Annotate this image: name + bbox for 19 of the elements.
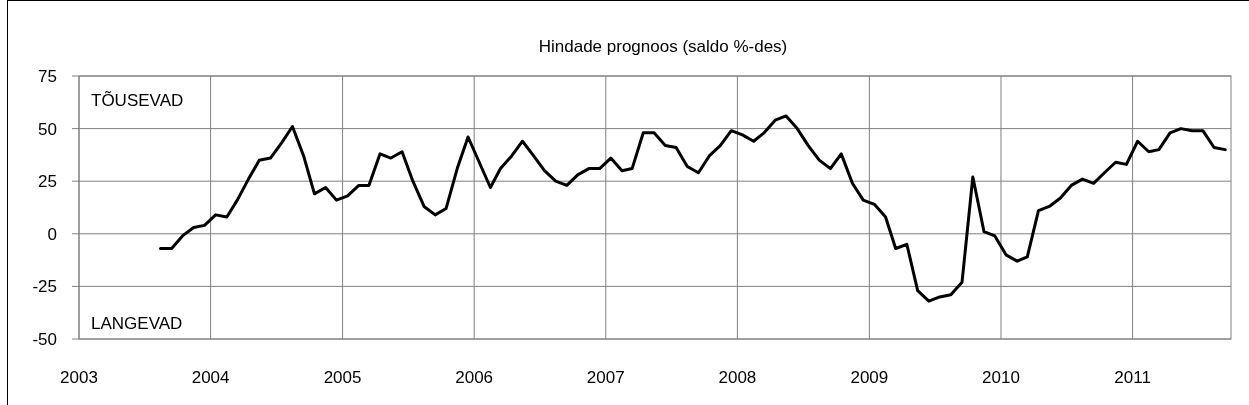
- y-tick-label: 25: [38, 172, 57, 192]
- x-tick-label: 2005: [323, 368, 362, 387]
- chart-title: Hindade prognoos (saldo %-des): [538, 37, 788, 56]
- annotation: LANGEVAD: [91, 314, 183, 333]
- y-tick-label: 0: [47, 224, 57, 244]
- x-tick-label: 2010: [982, 368, 1020, 387]
- line-series: [158, 114, 1227, 303]
- y-tick-label: -25: [32, 277, 57, 297]
- x-tick-label: 2003: [60, 368, 98, 387]
- x-tick-label: 2007: [586, 368, 625, 387]
- x-tick-label: 2008: [718, 368, 757, 387]
- y-tick-label: 75: [38, 66, 57, 86]
- x-tick-label: 2004: [191, 368, 230, 387]
- y-tick-label: 50: [38, 119, 57, 139]
- x-tick-label: 2009: [850, 368, 889, 387]
- x-tick-label: 2006: [455, 368, 494, 387]
- x-tick-label: 2011: [1114, 368, 1151, 387]
- annotation: TÕUSEVAD: [91, 91, 184, 110]
- y-tick-label: -50: [32, 329, 57, 349]
